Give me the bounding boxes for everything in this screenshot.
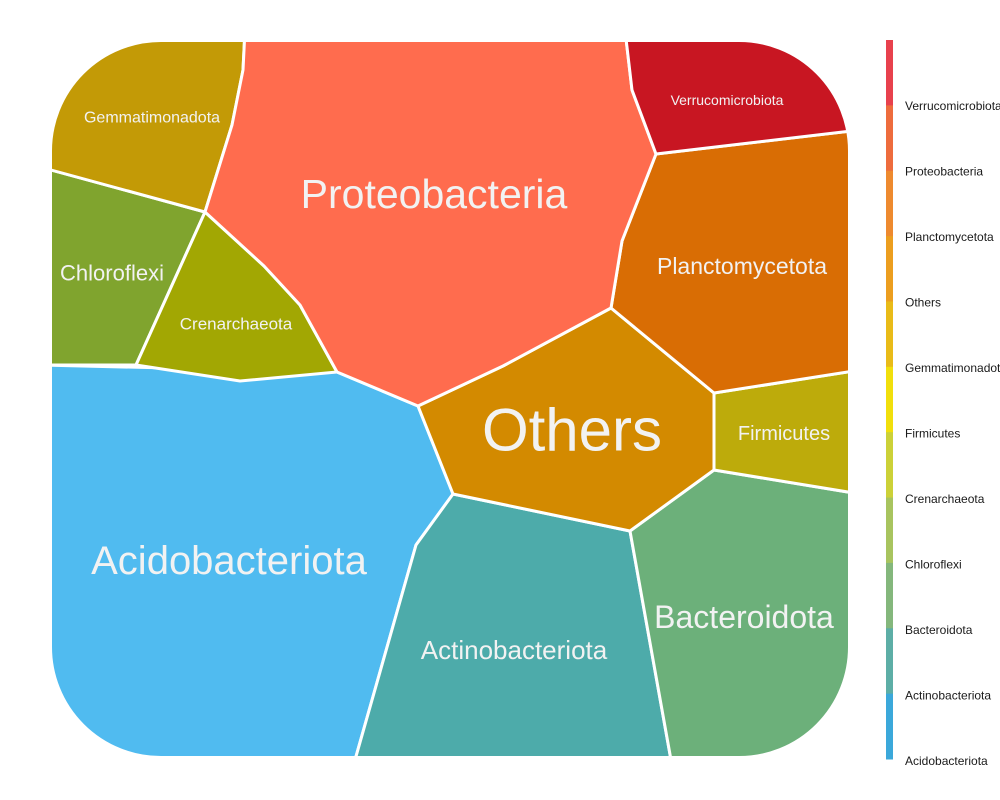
cell-label-acidobacteriota: Acidobacteriota (91, 539, 367, 583)
legend-label-bacteroidota: Bacteroidota (905, 623, 973, 637)
cell-label-gemmatimonadota: Gemmatimonadota (84, 110, 220, 127)
cell-label-firmicutes: Firmicutes (738, 423, 830, 445)
treemap-frame (50, 40, 850, 758)
legend-colorbar-segment (886, 366, 893, 433)
legend-label-gemmatimonadota: Gemmatimonadota (905, 361, 1000, 375)
cell-label-chloroflexi: Chloroflexi (60, 261, 164, 286)
legend-label-chloroflexi: Chloroflexi (905, 558, 962, 572)
legend-colorbar-segment (886, 693, 893, 760)
legend-colorbar-segment (886, 628, 893, 695)
cell-label-verrucomicrobiota: Verrucomicrobiota (671, 92, 784, 108)
legend-label-planctomycetota: Planctomycetota (905, 230, 994, 244)
legend-colorbar-segment (886, 105, 893, 172)
legend-label-verrucomicrobiota: Verrucomicrobiota (905, 99, 1000, 113)
cell-label-proteobacteria: Proteobacteria (301, 171, 568, 217)
legend-label-crenarchaeota: Crenarchaeota (905, 492, 985, 506)
legend-colorbar-segment (886, 562, 893, 629)
legend-label-others: Others (905, 296, 941, 310)
legend-colorbar-segment (886, 170, 893, 237)
legend-colorbar-segment (886, 40, 893, 106)
treemap-labels: Acidobacteriota Actinobacteriota Bacteroid… (60, 92, 834, 665)
treemap-cells (51, 41, 849, 757)
legend: Verrucomicrobiota Proteobacteria Planctomy… (886, 40, 1000, 768)
legend-label-firmicutes: Firmicutes (905, 427, 960, 441)
legend-colorbar-segment (886, 432, 893, 499)
legend-colorbar-segment (886, 236, 893, 302)
cell-label-actinobacteriota: Actinobacteriota (421, 635, 608, 665)
cell-label-planctomycetota: Planctomycetota (657, 253, 827, 279)
legend-colorbar-segment (886, 301, 893, 368)
legend-label-actinobacteriota: Actinobacteriota (905, 689, 991, 703)
legend-label-proteobacteria: Proteobacteria (905, 165, 983, 179)
legend-label-acidobacteriota: Acidobacteriota (905, 754, 988, 768)
legend-colorbar-segment (886, 497, 893, 564)
cell-label-bacteroidota: Bacteroidota (654, 599, 834, 635)
cell-label-crenarchaeota: Crenarchaeota (180, 315, 293, 334)
cell-label-others: Others (482, 397, 662, 464)
